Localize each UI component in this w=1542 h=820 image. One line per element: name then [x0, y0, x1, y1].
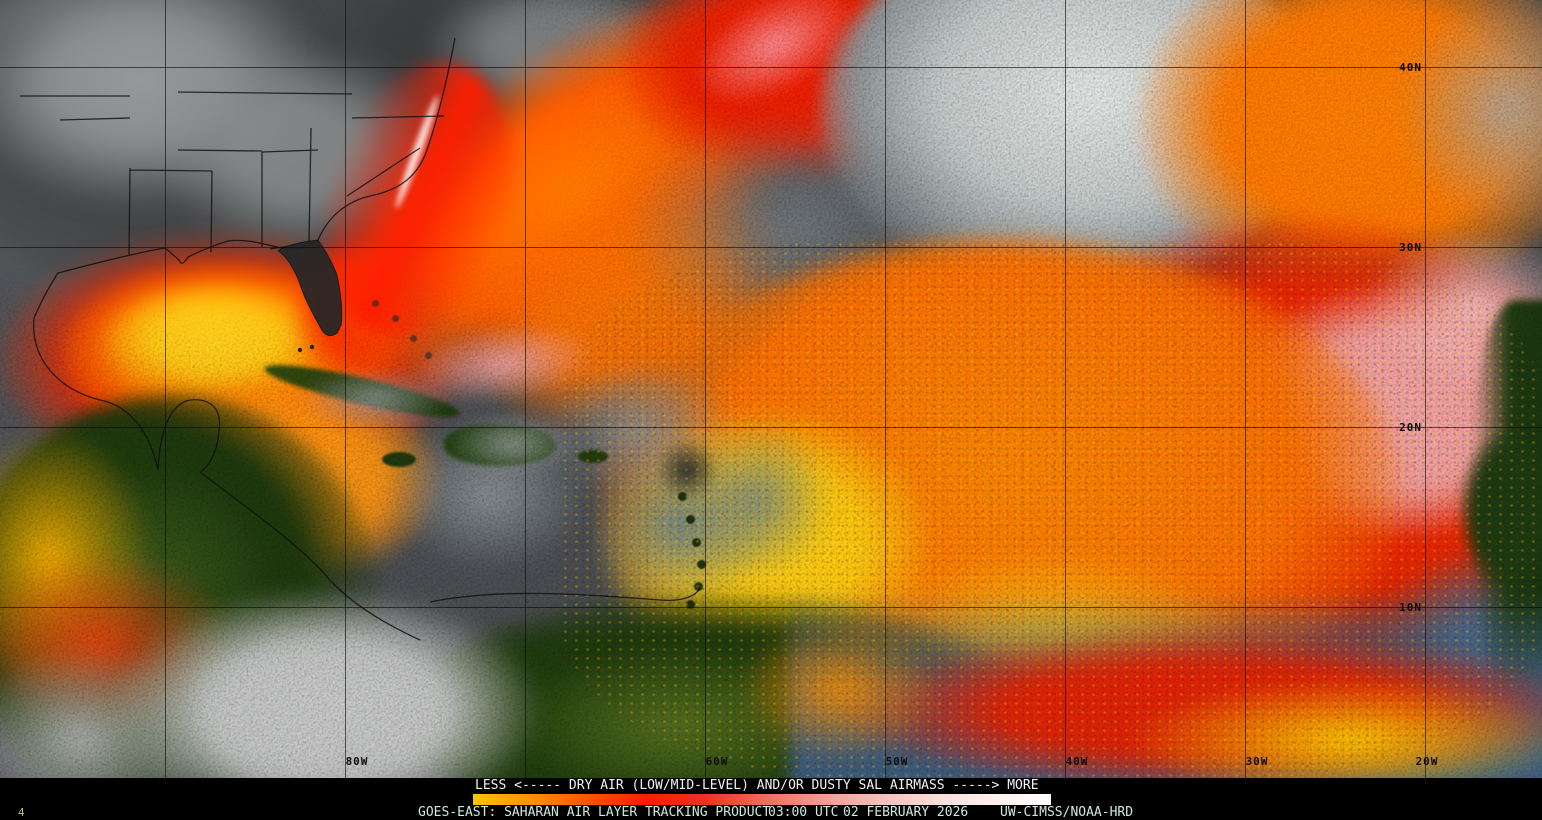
- lesser-antilles-island: [697, 560, 706, 569]
- lon-label-40w: 40W: [1065, 755, 1089, 768]
- lat-label-40n: 40N: [1399, 61, 1422, 74]
- lesser-antilles-island: [678, 492, 687, 501]
- gridline-lon-80w: [345, 0, 346, 778]
- credit-label: UW-CIMSS/NOAA-HRD: [1000, 805, 1134, 820]
- jamaica-island: [382, 452, 416, 467]
- bahamas-island: [372, 300, 379, 307]
- us-east-coastline: [317, 37, 456, 241]
- south-america-coastline: [429, 587, 701, 603]
- gridline-lon-50w: [885, 0, 886, 778]
- lat-label-10n: 10N: [1399, 601, 1422, 614]
- us-state-borders: [20, 91, 445, 257]
- gridline-lon-40w: [1065, 0, 1066, 778]
- west-africa-bulge: [1460, 430, 1542, 590]
- bahamas-island: [410, 335, 417, 342]
- gridline-lon-70w: [525, 0, 526, 778]
- lesser-antilles-island: [692, 538, 701, 547]
- convective-cluster: [655, 438, 719, 502]
- puerto-rico-island: [578, 450, 608, 463]
- florida-peninsula: [277, 239, 343, 337]
- colorbar: [473, 794, 1051, 805]
- hispaniola-cloud-cover: [448, 412, 578, 476]
- lesser-antilles-island: [686, 600, 695, 609]
- gridline-lat-40n: [0, 67, 1542, 68]
- florida-keys: [297, 347, 303, 353]
- timestamp-utc: 03:00 UTC: [768, 805, 839, 820]
- gridline-lon-60w: [705, 0, 706, 778]
- lat-label-30n: 30N: [1399, 241, 1422, 254]
- yucatan-coastline: [157, 399, 221, 473]
- lon-label-80w: 80W: [345, 755, 369, 768]
- coastlines-borders-overlay: [20, 37, 701, 641]
- lat-label-20n: 20N: [1399, 421, 1422, 434]
- timestamp-date: 02 FEBRUARY 2026: [843, 805, 969, 820]
- lon-label-60w: 60W: [705, 755, 729, 768]
- itcz-dry-speckle-yellow: [1130, 680, 1542, 778]
- gridline-lat-30n: [0, 247, 1542, 248]
- bahamas-island: [392, 315, 399, 322]
- lesser-antilles-island: [686, 515, 695, 524]
- mid-atlantic-moist-patch: [690, 420, 830, 580]
- florida-keys: [309, 344, 315, 350]
- dust-speckle-texture: [560, 240, 1542, 778]
- gridline-lon-20w: [1425, 0, 1426, 778]
- itcz-dry-speckle-west: [740, 620, 940, 760]
- gridline-lon-30w: [1245, 0, 1246, 778]
- cuba-cloud-cover: [300, 368, 450, 430]
- legend-title: LESS <----- DRY AIR (LOW/MID-LEVEL) AND/…: [475, 778, 1039, 793]
- mexico-coastline: [33, 317, 159, 471]
- gridline-lat-20n: [0, 427, 1542, 428]
- corner-frame-number: 4: [18, 806, 25, 819]
- gridline-lon-90w: [165, 0, 166, 778]
- product-name: GOES-EAST: SAHARAN AIR LAYER TRACKING PR…: [418, 805, 771, 820]
- lon-label-30w: 30W: [1245, 755, 1269, 768]
- legend-bar: LESS <----- DRY AIR (LOW/MID-LEVEL) AND/…: [0, 778, 1542, 820]
- gulf-coastline: [33, 239, 319, 319]
- lesser-antilles-island: [694, 582, 703, 591]
- gridline-lat-10n: [0, 607, 1542, 608]
- lon-label-20w: 20W: [1415, 755, 1439, 768]
- central-america-coastline: [199, 471, 421, 641]
- satellite-map: 40N 30N 20N 10N 80W 60W 50W 40W 30W 20W: [0, 0, 1542, 778]
- lon-label-50w: 50W: [885, 755, 909, 768]
- bahamas-island: [425, 352, 432, 359]
